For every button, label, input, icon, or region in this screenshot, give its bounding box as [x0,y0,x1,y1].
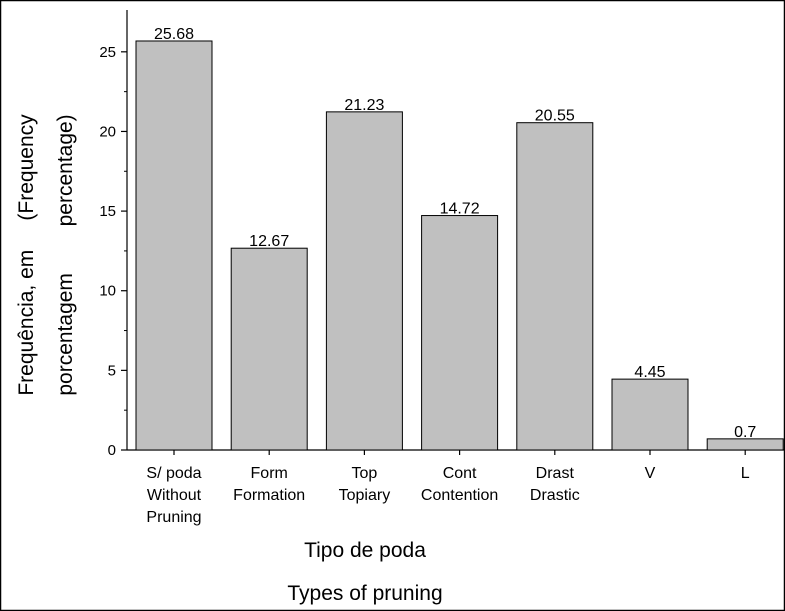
y-tick-label: 0 [108,442,116,459]
data-label: 12.67 [249,233,289,250]
x-tick-label: Cont [443,465,477,482]
x-tick-label: S/ poda [146,465,201,482]
x-tick-label: Form [251,465,288,482]
x-tick-label: Contention [421,487,498,504]
data-labels: 25.68 12.67 21.23 14.72 20.55 4.45 0.7 [154,26,756,441]
y-tick-label: 15 [99,203,116,220]
data-label: 4.45 [634,364,665,381]
x-tick-label: Formation [233,487,305,504]
bar [611,378,689,451]
y-axis-title: Frequência, em (Frequency [15,114,38,396]
bar [516,122,594,451]
axes: 0 5 10 15 20 25 S/ poda Without Pruning Form Forma… [99,10,784,526]
x-tick-label: V [645,465,656,482]
bar [230,247,308,451]
data-label: 0.7 [734,424,756,441]
axis-titles: Tipo de poda Types of pruning Frequência, … [15,114,443,605]
bars [135,40,784,451]
y-tick-label: 5 [108,362,116,379]
x-tick-label: Pruning [146,509,201,526]
x-tick-label: Without [147,487,202,504]
bar [706,438,784,451]
x-tick-label: L [741,465,750,482]
x-axis-title: Tipo de poda [304,539,426,562]
x-axis-title: Types of pruning [287,582,442,605]
x-tick-label: Topiary [339,487,391,504]
data-label: 14.72 [440,201,480,218]
y-tick-label: 25 [99,44,116,61]
y-axis-title: porcentagem percentage) [54,114,77,395]
x-tick-label: Drastic [530,487,580,504]
data-label: 20.55 [535,108,575,125]
x-tick-label: Top [352,465,378,482]
y-tick-label: 10 [99,283,116,300]
y-tick-label: 20 [99,123,116,140]
x-tick-label: Drast [536,465,575,482]
bar [325,111,403,451]
bar [135,40,213,451]
bar [421,215,499,451]
data-label: 21.23 [344,97,384,114]
data-label: 25.68 [154,26,194,43]
